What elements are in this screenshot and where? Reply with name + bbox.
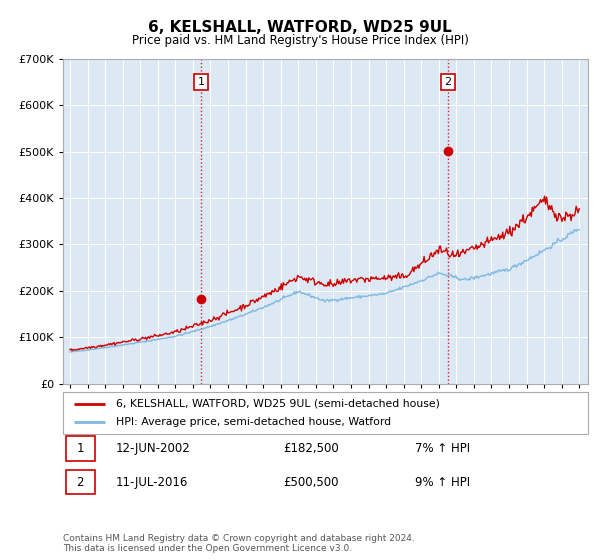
Text: 12-JUN-2002: 12-JUN-2002 — [115, 442, 190, 455]
Text: 11-JUL-2016: 11-JUL-2016 — [115, 475, 188, 489]
FancyBboxPatch shape — [65, 436, 95, 461]
Text: 9% ↑ HPI: 9% ↑ HPI — [415, 475, 470, 489]
Text: 7% ↑ HPI: 7% ↑ HPI — [415, 442, 470, 455]
Text: 1: 1 — [77, 442, 84, 455]
Text: £182,500: £182,500 — [284, 442, 339, 455]
Text: Contains HM Land Registry data © Crown copyright and database right 2024.
This d: Contains HM Land Registry data © Crown c… — [63, 534, 415, 553]
Text: 6, KELSHALL, WATFORD, WD25 9UL: 6, KELSHALL, WATFORD, WD25 9UL — [148, 20, 452, 35]
Text: 2: 2 — [445, 77, 452, 87]
Text: HPI: Average price, semi-detached house, Watford: HPI: Average price, semi-detached house,… — [115, 417, 391, 427]
Text: £500,500: £500,500 — [284, 475, 339, 489]
Text: 1: 1 — [197, 77, 205, 87]
Text: Price paid vs. HM Land Registry's House Price Index (HPI): Price paid vs. HM Land Registry's House … — [131, 34, 469, 46]
Text: 2: 2 — [77, 475, 84, 489]
FancyBboxPatch shape — [65, 470, 95, 494]
Text: 6, KELSHALL, WATFORD, WD25 9UL (semi-detached house): 6, KELSHALL, WATFORD, WD25 9UL (semi-det… — [115, 399, 439, 409]
